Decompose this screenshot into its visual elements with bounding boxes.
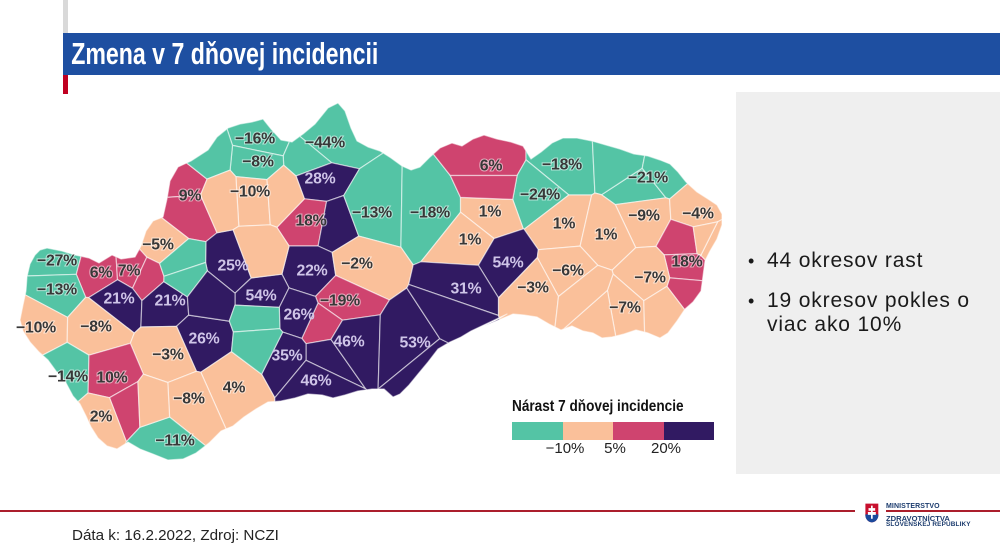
svg-text:26%: 26% xyxy=(283,307,314,324)
svg-text:−11%: −11% xyxy=(155,433,194,450)
svg-text:−3%: −3% xyxy=(152,347,184,364)
svg-text:35%: 35% xyxy=(271,348,302,365)
svg-text:54%: 54% xyxy=(245,288,276,305)
svg-text:−27%: −27% xyxy=(37,253,77,270)
svg-text:26%: 26% xyxy=(188,331,219,348)
svg-text:25%: 25% xyxy=(217,258,248,275)
svg-text:−8%: −8% xyxy=(80,319,112,336)
svg-text:1%: 1% xyxy=(553,216,576,233)
svg-text:21%: 21% xyxy=(103,291,134,308)
svg-text:28%: 28% xyxy=(304,171,335,188)
svg-text:−6%: −6% xyxy=(552,263,584,280)
svg-text:1%: 1% xyxy=(479,204,502,221)
svg-text:−44%: −44% xyxy=(305,135,345,152)
svg-text:−9%: −9% xyxy=(628,208,660,225)
svg-text:−19%: −19% xyxy=(320,293,360,310)
svg-text:22%: 22% xyxy=(296,263,327,280)
svg-text:18%: 18% xyxy=(295,213,326,230)
svg-text:21%: 21% xyxy=(154,293,185,310)
svg-text:4%: 4% xyxy=(223,380,246,397)
svg-text:−24%: −24% xyxy=(520,187,560,204)
svg-text:10%: 10% xyxy=(96,370,127,387)
svg-text:−14%: −14% xyxy=(48,369,88,386)
svg-text:−8%: −8% xyxy=(173,391,205,408)
svg-text:−3%: −3% xyxy=(517,280,549,297)
svg-text:−21%: −21% xyxy=(628,170,668,187)
svg-text:−8%: −8% xyxy=(242,154,274,171)
svg-text:2%: 2% xyxy=(90,409,113,426)
svg-text:6%: 6% xyxy=(90,265,113,282)
svg-text:−4%: −4% xyxy=(682,206,714,223)
svg-text:9%: 9% xyxy=(179,188,202,205)
svg-text:7%: 7% xyxy=(118,263,141,280)
svg-text:46%: 46% xyxy=(333,334,364,351)
svg-text:1%: 1% xyxy=(595,227,618,244)
svg-text:46%: 46% xyxy=(300,373,331,390)
svg-text:−7%: −7% xyxy=(634,270,666,287)
svg-text:54%: 54% xyxy=(492,255,523,272)
svg-text:18%: 18% xyxy=(671,254,702,271)
svg-text:−10%: −10% xyxy=(230,184,270,201)
svg-text:−10%: −10% xyxy=(16,320,56,337)
svg-text:1%: 1% xyxy=(459,232,482,249)
svg-text:−5%: −5% xyxy=(142,237,174,254)
svg-text:6%: 6% xyxy=(480,158,503,175)
svg-text:31%: 31% xyxy=(450,281,481,298)
svg-text:−2%: −2% xyxy=(341,256,373,273)
svg-text:−18%: −18% xyxy=(542,157,582,174)
svg-text:53%: 53% xyxy=(399,335,430,352)
svg-text:−13%: −13% xyxy=(352,205,392,222)
svg-text:−16%: −16% xyxy=(235,131,275,148)
svg-text:−13%: −13% xyxy=(37,282,77,299)
svg-text:−7%: −7% xyxy=(609,300,641,317)
svg-text:−18%: −18% xyxy=(410,205,450,222)
